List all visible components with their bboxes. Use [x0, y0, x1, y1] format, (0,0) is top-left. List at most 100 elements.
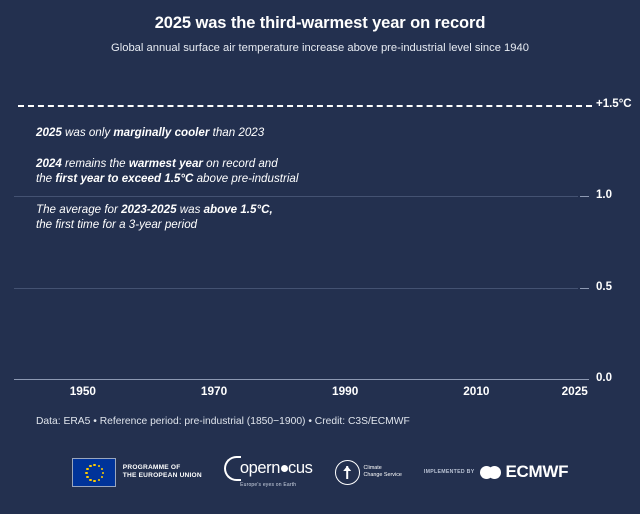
eu-star-icon [100, 467, 104, 471]
y-axis-label-0.5: 0.5 [596, 280, 612, 293]
c3s-circle-icon [334, 459, 360, 485]
bar-2010 [474, 245, 479, 379]
copernicus-word-b: cus [288, 459, 313, 477]
bar-2004 [435, 269, 440, 379]
bar-1980 [277, 319, 282, 379]
copernicus-word-a: opern [239, 459, 281, 477]
eu-star-icon [89, 478, 92, 482]
y-tick-0 [580, 379, 589, 381]
eu-star-icon [97, 464, 101, 468]
bar-1988 [330, 298, 335, 379]
source-caption: Data: ERA5 • Reference period: pre-indus… [36, 416, 410, 427]
bar-1950 [80, 361, 85, 379]
bar-1979 [271, 322, 276, 379]
y-axis-label-+1.5°C: +1.5°C [596, 97, 632, 110]
bar-1977 [258, 328, 263, 379]
annotation-line-3: The average for 2023-2025 was above 1.5°… [36, 202, 273, 232]
bar-1943 [35, 337, 40, 379]
bar-1942 [28, 335, 33, 379]
copernicus-dot-icon [280, 465, 288, 472]
bar-2008 [461, 275, 466, 379]
c3s-logo-text: Climate Change Service [364, 465, 402, 479]
bar-1975 [244, 352, 249, 379]
bar-1985 [310, 333, 315, 379]
bar-2001 [415, 273, 420, 379]
bar-1994 [369, 300, 374, 379]
copernicus-tagline: Europe's eyes on Earth [240, 482, 297, 488]
bar-2020 [540, 191, 545, 379]
annotation-block: 2025 was only marginally cooler than 202… [36, 125, 366, 248]
bar-1982 [290, 324, 295, 379]
bar-2014 [500, 244, 505, 379]
bar-1960 [146, 344, 151, 379]
bar-1963 [166, 335, 171, 379]
bar-2022 [553, 211, 558, 379]
implemented-by-label: IMPLEMENTED BY [423, 469, 475, 475]
bar-1959 [140, 341, 145, 379]
bar-1953 [100, 331, 105, 379]
annotation-line-1: 2025 was only marginally cooler than 202… [36, 126, 265, 139]
bar-2006 [448, 262, 453, 379]
bar-1991 [349, 293, 354, 379]
bar-2017 [520, 207, 525, 379]
eu-logo: PROGRAMME OF THE EUROPEAN UNION [71, 457, 202, 487]
eu-star-icon [93, 479, 97, 483]
bar-2003 [428, 262, 433, 379]
bar-1968 [199, 350, 204, 379]
bar-1957 [126, 339, 131, 379]
bar-1940 [15, 339, 20, 379]
bar-2007 [454, 256, 459, 379]
c3s-arrow-icon [343, 465, 351, 479]
bar-1941 [21, 331, 26, 379]
bar-2002 [422, 262, 427, 379]
bar-1945 [48, 341, 53, 379]
bar-1951 [87, 342, 92, 379]
bar-1984 [303, 331, 308, 379]
logo-bar: PROGRAMME OF THE EUROPEAN UNION opern cus… [0, 452, 640, 492]
x-axis-label-1990: 1990 [332, 384, 359, 398]
c3s-logo: Climate Change Service [334, 459, 402, 485]
x-axis-label-2010: 2010 [463, 384, 490, 398]
bar-1974 [238, 355, 243, 379]
eu-star-icon [93, 463, 97, 467]
x-axis-line [14, 379, 580, 381]
bar-2023 [559, 108, 564, 379]
bar-2015 [507, 214, 512, 379]
page-subtitle: Global annual surface air temperature in… [111, 42, 529, 54]
copernicus-word: opern cus [240, 459, 313, 478]
bar-1993 [362, 309, 367, 379]
bar-1983 [297, 304, 302, 379]
bar-1955 [113, 359, 118, 379]
bar-1973 [231, 324, 236, 379]
c3s-text-line1: Climate [363, 465, 382, 471]
x-axis-label-1970: 1970 [200, 384, 228, 398]
bar-2005 [441, 255, 446, 379]
bar-1997 [389, 280, 394, 379]
ecmwf-wordmark: ECMWF [505, 462, 569, 481]
eu-star-icon [101, 471, 105, 475]
bar-1989 [336, 317, 341, 379]
bar-1969 [205, 333, 210, 379]
eu-star-icon [89, 464, 92, 468]
x-axis-label-2025: 2025 [561, 384, 588, 398]
ecmwf-glyph-icon [479, 465, 501, 479]
bar-1998 [395, 262, 400, 379]
bar-2018 [526, 222, 531, 379]
bar-2021 [546, 218, 551, 379]
eu-text-line2: THE EUROPEAN UNION [122, 472, 202, 479]
bar-1947 [61, 342, 66, 379]
bar-1995 [376, 286, 381, 379]
c3s-text-line2: Change Service [363, 472, 402, 478]
eu-star-icon [100, 475, 104, 479]
bar-2024 [566, 86, 571, 379]
bar-1954 [107, 355, 112, 379]
bar-1964 [172, 368, 177, 379]
x-axis-label-1950: 1950 [69, 384, 96, 398]
bar-1992 [356, 315, 361, 379]
eu-star-icon [86, 475, 89, 479]
eu-logo-text: PROGRAMME OF THE EUROPEAN UNION [123, 464, 202, 481]
bar-1946 [54, 346, 59, 379]
bar-1971 [218, 359, 223, 379]
bar-1999 [402, 288, 407, 380]
